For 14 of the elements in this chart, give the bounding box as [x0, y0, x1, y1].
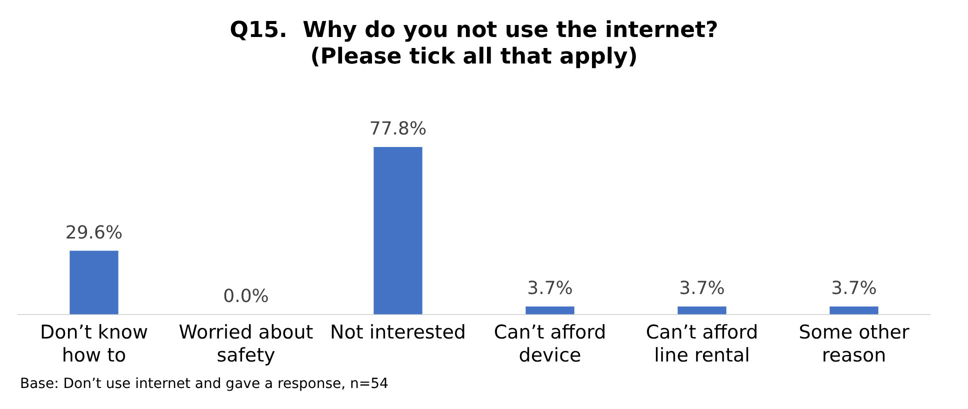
data-label: 3.7%	[527, 278, 573, 300]
x-tick-label: Not interested	[330, 322, 466, 344]
x-tick-label: Some other reason	[798, 322, 910, 367]
x-tick-label: Worried about safety	[178, 322, 314, 367]
x-tick-label: Can’t afford device	[494, 322, 606, 367]
data-label: 29.6%	[65, 222, 123, 244]
data-label: 3.7%	[831, 278, 877, 300]
data-label: 0.0%	[223, 286, 269, 308]
text: Base: Don’t use internet and gave a response, n=54	[20, 376, 390, 392]
data-label: 3.7%	[679, 278, 725, 300]
x-tick-label: Can’t afford line rental	[646, 322, 758, 367]
x-tick-label: Don’t know how to	[40, 322, 148, 367]
chart-title: Q15. Why do you not use the internet? (Please tick all that apply)	[230, 18, 718, 70]
data-label: 77.8%	[369, 118, 427, 140]
